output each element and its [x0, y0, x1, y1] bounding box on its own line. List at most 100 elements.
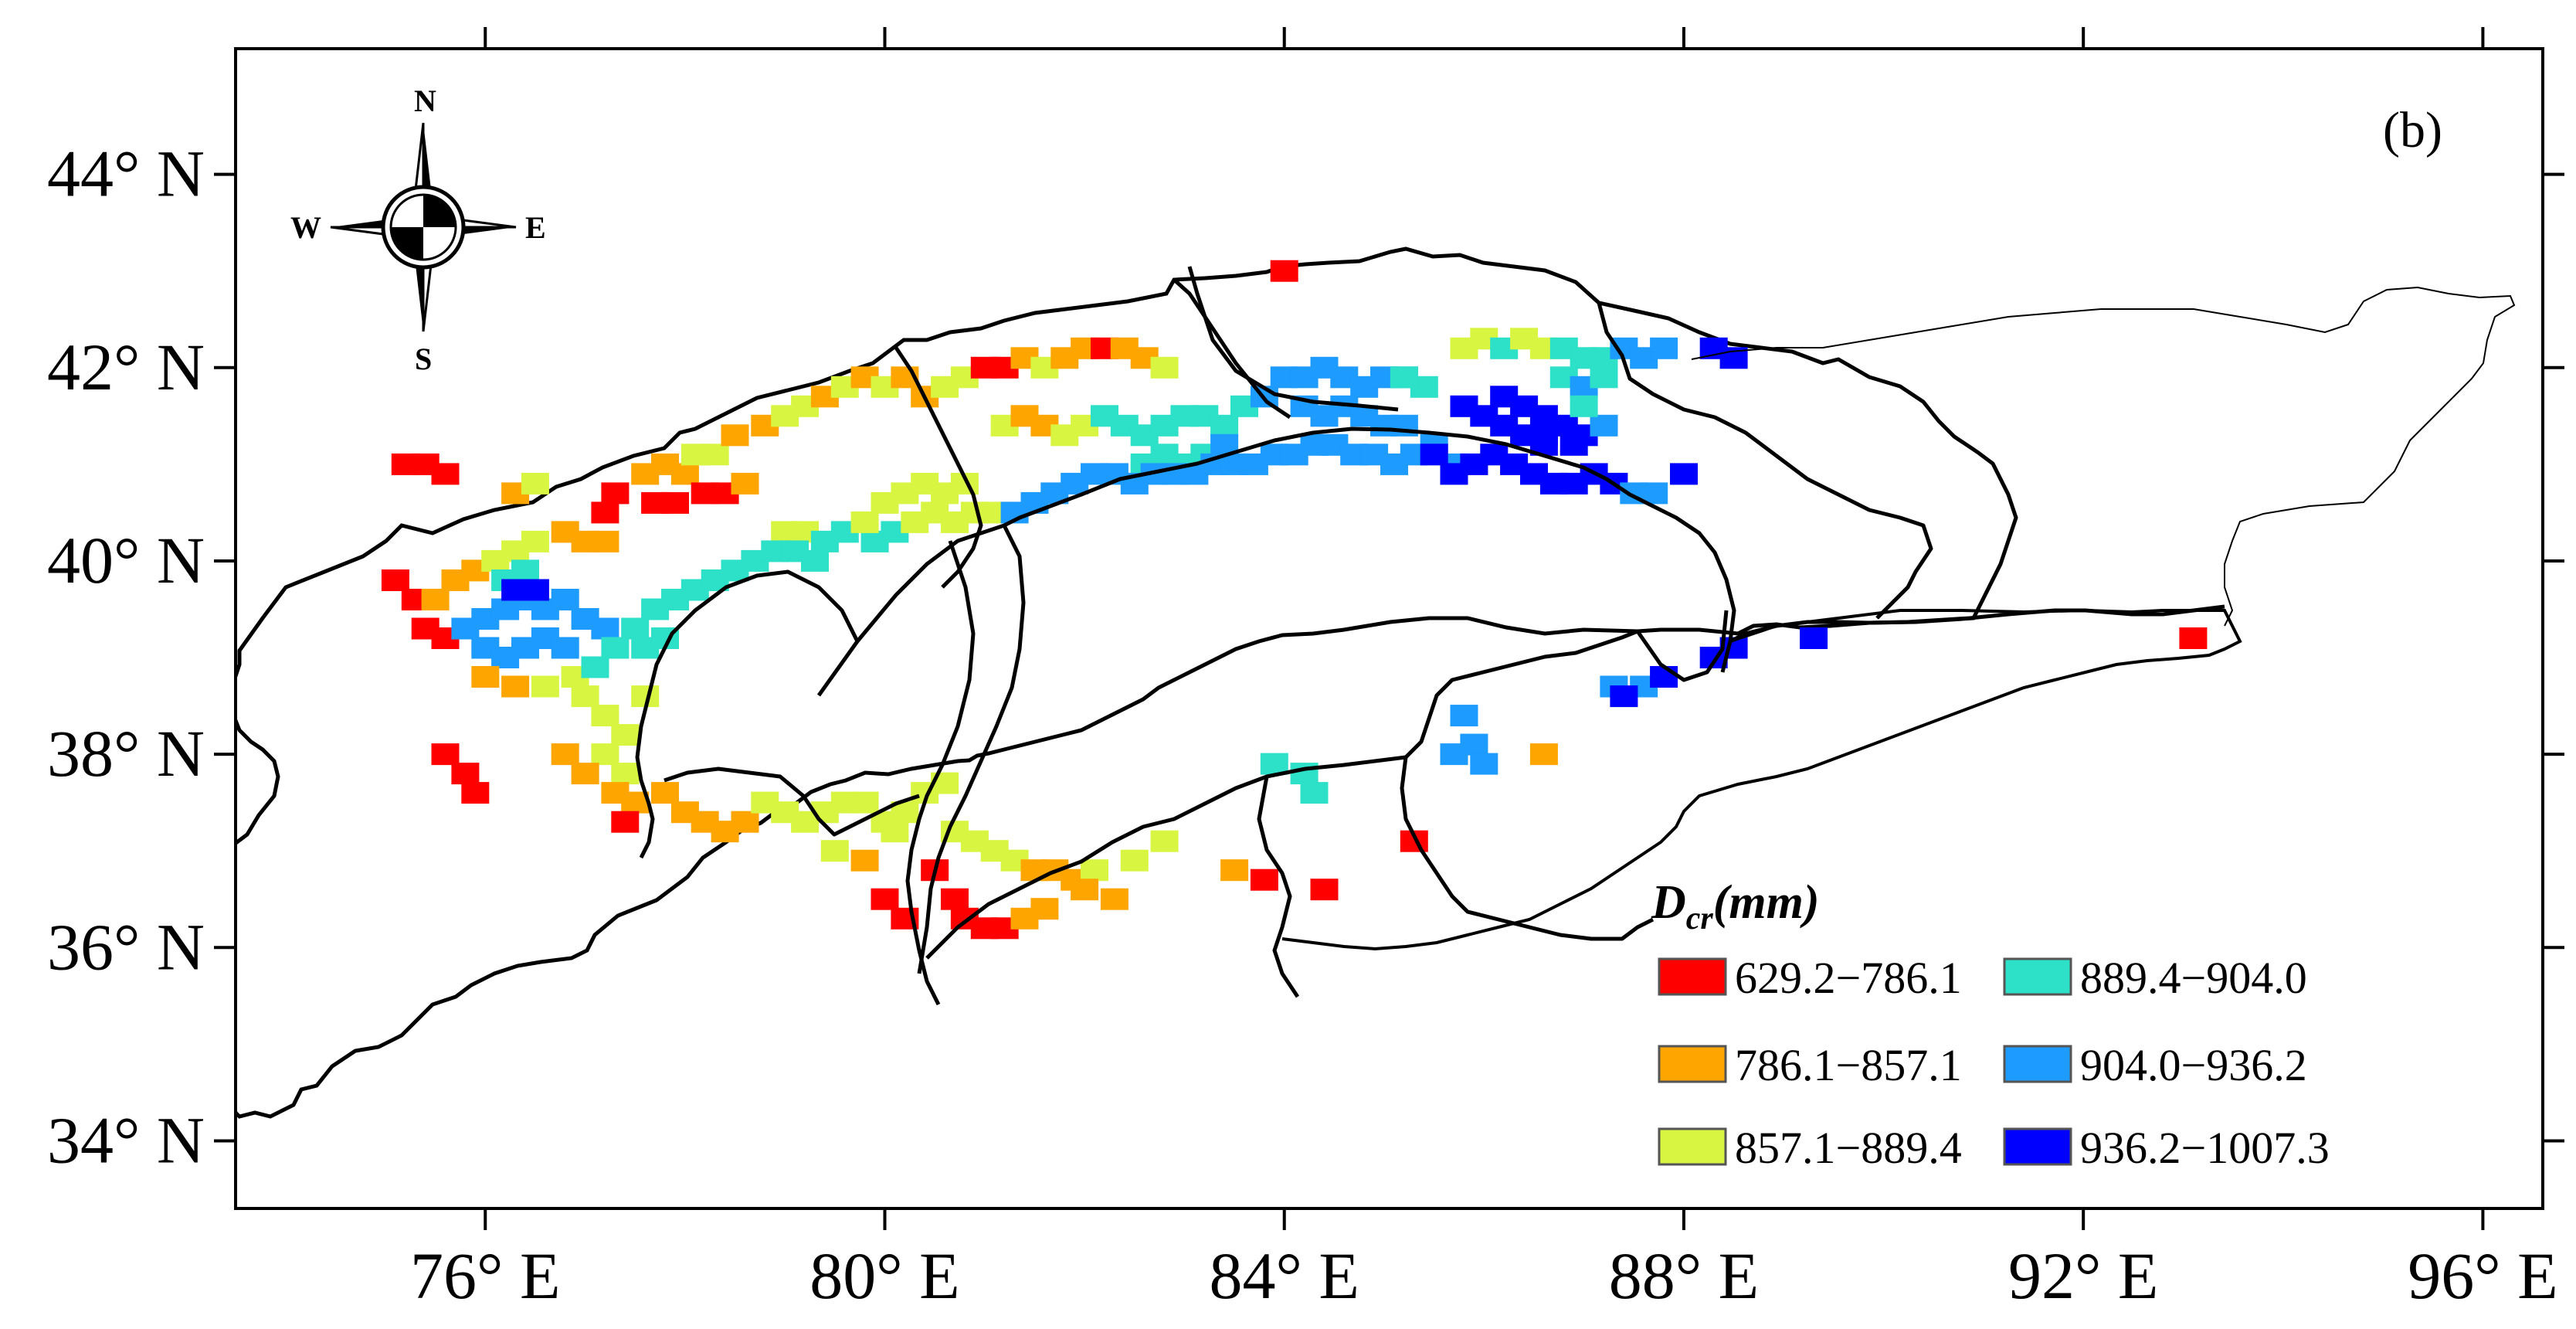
sub-basin-boundaries [635, 266, 2225, 1006]
dcr-cell [591, 705, 619, 727]
dcr-cell [1800, 627, 1828, 649]
dcr-cell [820, 840, 849, 862]
dcr-cell [551, 637, 579, 659]
legend-swatch [2003, 957, 2072, 996]
dcr-cell [1260, 753, 1288, 775]
dcr-cell [521, 579, 549, 601]
dcr-cell [511, 559, 539, 582]
compass-east-letter: E [525, 210, 546, 245]
dcr-cell [731, 472, 759, 495]
dcr-cell [941, 888, 969, 910]
dcr-cell [1150, 830, 1179, 852]
compass-west-letter: W [290, 210, 321, 245]
dcr-cell [850, 791, 879, 814]
dcr-cell [591, 530, 619, 552]
dcr-cell [701, 444, 729, 466]
dcr-cell [1220, 859, 1249, 882]
dcr-cell [2179, 627, 2208, 649]
x-tick-label: 80° E [809, 1239, 959, 1313]
dcr-cell [1440, 743, 1468, 766]
legend-title-main: D [1651, 876, 1686, 929]
dcr-cell [1071, 879, 1099, 901]
y-tick-label: 34° N [47, 1103, 205, 1177]
dcr-cell [1590, 414, 1618, 437]
legend-swatch [1658, 1127, 1727, 1166]
dcr-cell [1560, 433, 1588, 456]
dcr-cell [850, 849, 879, 872]
legend-label: 857.1−889.4 [1735, 1123, 1962, 1173]
y-axis-ticks: 44° N 42° N 40° N 38° N 36° N 34° N [47, 137, 2564, 1177]
dcr-cell [1300, 782, 1329, 804]
dcr-cell [571, 685, 599, 708]
eastern-thin-boundary [1691, 286, 2516, 627]
dcr-cell [1030, 898, 1059, 920]
dcr-cell [1570, 395, 1598, 417]
plot-frame [234, 47, 2544, 1210]
dcr-cell [1420, 444, 1448, 466]
legend-label: 889.4−904.0 [2080, 953, 2307, 1003]
dcr-cell [531, 675, 559, 698]
dcr-cell [471, 666, 500, 688]
legend-label: 936.2−1007.3 [2080, 1123, 2330, 1173]
dcr-cell [651, 782, 679, 804]
dcr-cell [551, 589, 579, 610]
legend-title-unit: (mm) [1713, 876, 1820, 929]
eastern-thin-boundary-south [1281, 608, 2242, 951]
dcr-cell [431, 743, 460, 766]
dcr-cell [521, 530, 549, 552]
legend-swatch [2003, 1127, 2072, 1166]
dcr-cell [611, 724, 640, 746]
compass-south-letter: S [415, 342, 432, 376]
dcr-cell [501, 675, 530, 698]
dcr-cell [1310, 879, 1339, 901]
legend-title: Dcr(mm) [1651, 876, 1820, 936]
dcr-cell [551, 743, 579, 766]
dcr-cell [621, 617, 650, 640]
dcr-cell [1250, 868, 1278, 891]
legend: Dcr(mm) 629.2−786.1 786.1−857.1 857.1−889.… [1651, 876, 2330, 1173]
panel-label: (b) [2383, 102, 2442, 158]
compass-north-letter: N [414, 83, 436, 118]
legend-title-sub: cr [1686, 901, 1714, 936]
legend-swatch [2003, 1045, 2072, 1083]
legend-label: 786.1−857.1 [1735, 1040, 1962, 1090]
dcr-cell [421, 589, 450, 610]
dcr-cell [451, 763, 480, 785]
dcr-cell [601, 482, 630, 505]
dcr-cell [601, 637, 630, 659]
dcr-cell [661, 491, 689, 514]
dcr-cell [461, 782, 490, 804]
legend-label: 904.0−936.2 [2080, 1040, 2307, 1090]
dcr-cell [721, 424, 749, 447]
y-tick-label: 38° N [47, 716, 205, 790]
dcr-cell [1290, 763, 1319, 785]
dcr-cell [1150, 356, 1179, 379]
x-tick-label: 92° E [2008, 1239, 2158, 1313]
legend-swatch [1658, 957, 1727, 996]
study-region-boundary [236, 246, 2018, 1119]
dcr-cell [591, 501, 619, 524]
dcr-cell [1590, 366, 1618, 389]
legend-label: 629.2−786.1 [1735, 953, 1962, 1003]
dcr-cell [521, 472, 549, 495]
dcr-cell [571, 763, 599, 785]
dcr-cell [731, 811, 759, 833]
dcr-cell [871, 888, 899, 910]
dcr-cell [1120, 849, 1149, 872]
x-axis-ticks: 76° E 80° E 84° E 88° E 92° E 96° E [410, 27, 2558, 1313]
dcr-cell [1100, 888, 1128, 910]
x-tick-label: 76° E [410, 1239, 560, 1313]
dcr-cell [611, 811, 640, 833]
y-tick-label: 36° N [47, 909, 205, 984]
y-tick-label: 40° N [47, 523, 205, 597]
dcr-cell [611, 763, 640, 785]
x-tick-label: 88° E [1609, 1239, 1759, 1313]
dcr-cell [381, 569, 409, 591]
dcr-cell [1390, 366, 1418, 389]
x-tick-label: 96° E [2408, 1239, 2557, 1313]
dcr-cell [1081, 859, 1108, 882]
dcr-cell [1210, 414, 1239, 437]
dcr-cell [1650, 337, 1678, 359]
north-arrow-compass-icon: N S E W [290, 83, 546, 376]
